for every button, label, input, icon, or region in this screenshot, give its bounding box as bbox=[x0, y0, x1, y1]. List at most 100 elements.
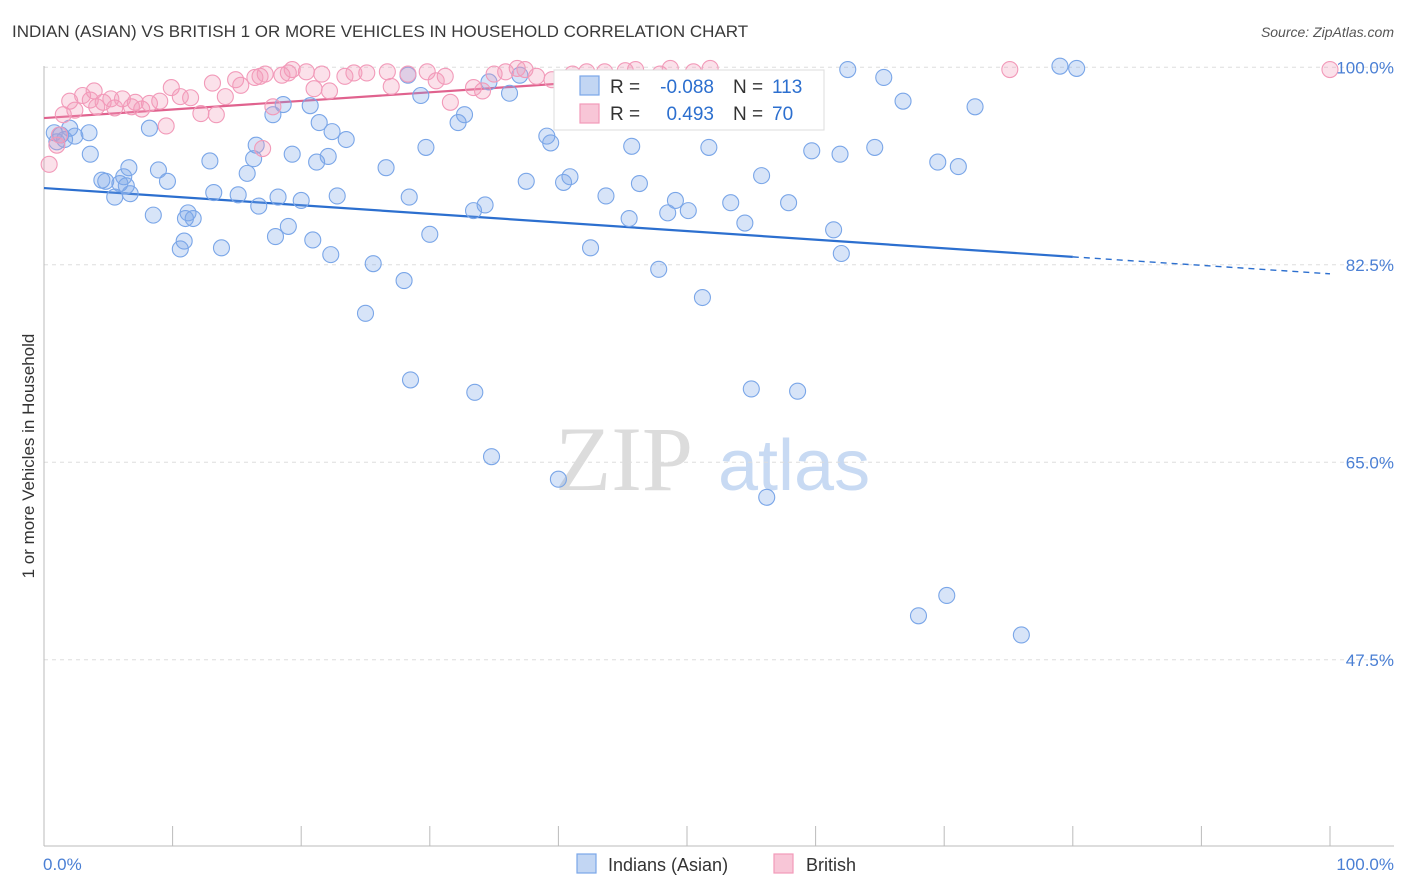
point-indian-87 bbox=[909, 607, 928, 625]
point-indian-93 bbox=[1051, 57, 1069, 75]
point-indian-79 bbox=[758, 488, 776, 506]
point-indian-71 bbox=[623, 137, 641, 155]
point-indian-17 bbox=[144, 206, 162, 224]
point-indian-83 bbox=[839, 60, 857, 79]
point-indian-60 bbox=[500, 84, 519, 102]
point-indian-85 bbox=[875, 68, 893, 86]
point-indian-36 bbox=[279, 217, 297, 235]
point-british-36 bbox=[297, 63, 315, 81]
point-indian-5 bbox=[66, 127, 84, 145]
point-british-11 bbox=[102, 90, 120, 108]
point-indian-101 bbox=[482, 448, 501, 466]
point-british-5 bbox=[66, 101, 84, 119]
point-british-7 bbox=[81, 91, 99, 109]
point-british-2 bbox=[50, 126, 68, 144]
y-tick-label-0: 100.0% bbox=[1336, 58, 1394, 77]
point-indian-86 bbox=[894, 92, 912, 110]
point-indian-76 bbox=[693, 288, 711, 307]
point-british-17 bbox=[140, 94, 159, 112]
point-british-23 bbox=[192, 105, 210, 123]
point-indian-49 bbox=[395, 272, 413, 290]
point-british-39 bbox=[320, 82, 339, 100]
stats-indian-n-value: 113 bbox=[772, 77, 802, 98]
point-indian-82 bbox=[825, 221, 843, 239]
point-indian-88 bbox=[929, 153, 947, 171]
point-indian-46 bbox=[337, 130, 355, 149]
point-indian-74 bbox=[659, 204, 677, 222]
point-british-40 bbox=[336, 67, 354, 85]
point-indian-69 bbox=[597, 187, 615, 205]
point-indian-28 bbox=[229, 186, 247, 204]
point-indian-84 bbox=[866, 138, 884, 156]
stats-indian-r-value: -0.088 bbox=[660, 77, 714, 98]
point-indian-109 bbox=[803, 142, 821, 160]
point-indian-65 bbox=[561, 168, 579, 186]
point-indian-45 bbox=[328, 187, 346, 205]
point-british-51 bbox=[473, 82, 492, 100]
point-indian-42 bbox=[310, 114, 328, 132]
point-indian-47 bbox=[377, 159, 395, 177]
point-indian-100 bbox=[549, 470, 567, 488]
point-british-47 bbox=[427, 72, 445, 90]
point-british-48 bbox=[436, 67, 454, 85]
trend-line-british bbox=[43, 77, 636, 120]
point-indian-50 bbox=[400, 188, 418, 206]
stats-british-r-label: R = bbox=[610, 104, 640, 125]
point-indian-102 bbox=[356, 304, 375, 322]
stats-british-swatch bbox=[579, 103, 600, 124]
point-indian-40 bbox=[304, 231, 322, 249]
trend-line-indian bbox=[43, 186, 1073, 258]
point-indian-27 bbox=[212, 239, 231, 257]
watermark-zip: ZIP bbox=[555, 408, 693, 510]
point-indian-95 bbox=[666, 191, 684, 210]
y-tick-label-3: 47.5% bbox=[1346, 651, 1394, 670]
stats-indian-swatch bbox=[579, 75, 600, 96]
point-indian-24 bbox=[184, 209, 202, 228]
chart-title: INDIAN (ASIAN) VS BRITISH 1 OR MORE VEHI… bbox=[12, 22, 749, 41]
point-british-33 bbox=[273, 66, 291, 84]
point-indian-21 bbox=[175, 232, 193, 250]
point-indian-25 bbox=[201, 152, 219, 170]
point-indian-19 bbox=[158, 172, 177, 190]
point-british-67 bbox=[1001, 60, 1019, 79]
point-indian-81 bbox=[789, 382, 807, 400]
stats-indian-n-label: N = bbox=[733, 77, 763, 98]
point-indian-16 bbox=[140, 119, 159, 137]
point-british-50 bbox=[464, 79, 483, 97]
point-indian-90 bbox=[949, 158, 967, 176]
point-british-31 bbox=[256, 65, 274, 83]
trend-lines bbox=[43, 77, 1331, 275]
source-note: Source: ZipAtlas.com bbox=[1260, 24, 1394, 40]
point-indian-6 bbox=[80, 124, 98, 142]
x-tick-label-max: 100.0% bbox=[1336, 855, 1394, 874]
point-british-38 bbox=[313, 65, 331, 83]
point-indian-105 bbox=[421, 225, 439, 243]
point-indian-94 bbox=[1068, 59, 1086, 77]
point-indian-104 bbox=[322, 246, 340, 264]
point-indian-106 bbox=[266, 228, 285, 246]
point-british-44 bbox=[382, 77, 400, 96]
point-indian-89 bbox=[938, 586, 956, 605]
point-indian-39 bbox=[301, 97, 319, 115]
point-indian-111 bbox=[753, 167, 771, 185]
point-indian-37 bbox=[283, 145, 301, 163]
point-indian-73 bbox=[650, 260, 668, 278]
point-british-15 bbox=[126, 93, 144, 111]
legend-indian-label: Indians (Asian) bbox=[608, 855, 728, 875]
point-indian-48 bbox=[364, 255, 382, 273]
point-british-0 bbox=[40, 155, 58, 173]
point-british-29 bbox=[246, 68, 264, 86]
point-indian-7 bbox=[81, 145, 99, 163]
stats-british-r-value: 0.493 bbox=[666, 104, 714, 125]
point-indian-75 bbox=[679, 202, 697, 220]
point-british-26 bbox=[216, 88, 234, 106]
point-indian-72 bbox=[630, 174, 648, 193]
point-british-20 bbox=[162, 79, 180, 97]
point-indian-55 bbox=[455, 106, 474, 124]
point-british-69 bbox=[254, 139, 272, 158]
legend: Indians (Asian) British bbox=[576, 853, 856, 875]
point-indian-63 bbox=[538, 127, 556, 145]
legend-indian-swatch bbox=[576, 853, 597, 874]
point-indian-44 bbox=[323, 123, 341, 141]
trend-line-indian-extension bbox=[1072, 256, 1331, 275]
